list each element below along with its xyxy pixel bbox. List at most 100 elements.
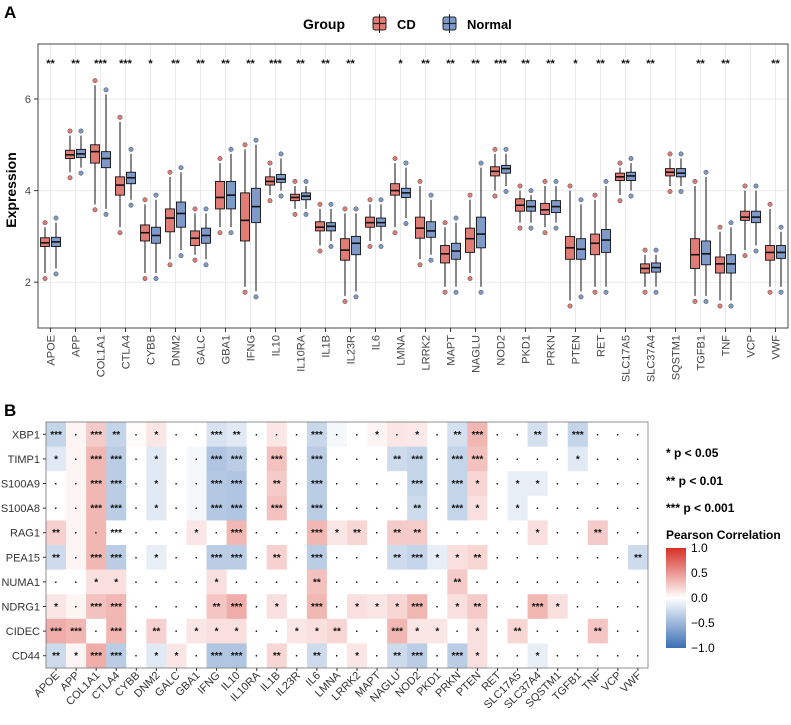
heatmap-cell <box>527 446 548 472</box>
heatmap-cell <box>226 422 247 447</box>
cell-significance: *** <box>110 528 122 539</box>
box-normal-naglu <box>476 216 486 249</box>
cell-significance: *** <box>452 479 464 490</box>
cell-significance: · <box>516 553 519 564</box>
outlier-point <box>742 183 748 189</box>
cell-significance: · <box>556 577 559 588</box>
heatmap-cell <box>166 446 187 472</box>
cell-significance: *** <box>311 553 323 564</box>
sig-legend-3: *** p < 0.001 <box>666 501 735 515</box>
cell-significance: · <box>74 479 77 490</box>
significance-label: ** <box>46 58 55 70</box>
cell-significance: * <box>295 627 299 638</box>
cell-significance: · <box>94 528 97 539</box>
cell-significance: ** <box>213 602 221 613</box>
cell-significance: *** <box>90 602 102 613</box>
cell-significance: · <box>135 627 138 638</box>
cell-significance: · <box>395 430 398 441</box>
cell-significance: * <box>174 651 178 662</box>
significance-label: *** <box>94 58 108 70</box>
heatmap-cell <box>166 594 187 620</box>
cell-significance: *** <box>110 553 122 564</box>
heatmap-cell <box>206 471 227 497</box>
heatmap-cell <box>587 422 609 447</box>
cell-significance: · <box>295 528 298 539</box>
cell-significance: · <box>436 454 439 465</box>
heatmap-cell <box>427 446 448 472</box>
heatmap-cell <box>407 618 428 644</box>
heatmap-cell <box>66 643 87 669</box>
heatmap-cell <box>326 569 348 595</box>
heatmap-cell <box>507 545 528 570</box>
heatmap-cell <box>347 520 368 546</box>
x-tick-label: IFNG <box>246 335 258 361</box>
cell-significance: · <box>616 553 619 564</box>
heatmap-cell <box>587 643 609 669</box>
heatmap-cell <box>166 520 187 546</box>
heatmap-cell <box>46 422 67 447</box>
cell-significance: * <box>435 627 439 638</box>
cell-significance: ** <box>233 430 241 441</box>
heatmap-cell <box>447 618 468 644</box>
cell-significance: · <box>195 430 198 441</box>
heatmap-cell <box>286 520 308 546</box>
cell-significance: · <box>375 577 378 588</box>
heatmap-cell <box>487 495 508 521</box>
heatmap-cell <box>126 594 147 620</box>
x-tick-label: CTLA4 <box>121 335 133 369</box>
cell-significance: *** <box>211 553 223 564</box>
heatmap-cell <box>266 471 288 497</box>
outlier-point <box>442 289 448 295</box>
outlier-point <box>317 248 323 254</box>
heatmap-area: *** · *** ** · * · · *** ** · · · *** · · * · * · ** *** · · ** ·… <box>1 421 649 711</box>
row-label: S100A9 <box>1 479 40 491</box>
outlier-point <box>203 262 209 268</box>
outlier-point <box>678 189 684 194</box>
cell-significance: * <box>235 627 239 638</box>
cell-significance: · <box>135 528 138 539</box>
cell-significance: *** <box>311 479 323 490</box>
cell-significance: ** <box>474 553 482 564</box>
cell-significance: ** <box>273 651 281 662</box>
cell-significance: *** <box>411 454 423 465</box>
cell-significance: · <box>215 528 218 539</box>
heatmap-cell <box>547 569 569 595</box>
heatmap-cell <box>507 471 528 497</box>
row-label: TIMP1 <box>8 454 40 466</box>
outlier-point <box>667 151 673 157</box>
outlier-point <box>292 178 298 184</box>
heatmap-cell <box>447 422 468 447</box>
cell-significance: · <box>596 553 599 564</box>
cell-significance: · <box>175 602 178 613</box>
heatmap-cell <box>66 495 87 521</box>
cell-significance: *** <box>231 553 243 564</box>
cell-significance: · <box>275 577 278 588</box>
outlier-point <box>528 225 534 231</box>
heatmap-cell <box>186 643 207 669</box>
cell-significance: · <box>255 504 258 515</box>
outlier-point <box>78 128 84 134</box>
outlier-point <box>353 294 359 300</box>
cell-significance: · <box>295 430 298 441</box>
cell-significance: · <box>616 528 619 539</box>
heatmap-cell <box>527 495 548 521</box>
heatmap-cell <box>607 446 629 472</box>
y-tick-label: 2 <box>25 277 31 289</box>
heatmap-cell <box>86 446 107 472</box>
outlier-point <box>703 169 709 175</box>
cell-significance: · <box>175 504 178 515</box>
heatmap-cell <box>427 471 448 497</box>
heatmap-cell <box>527 545 548 570</box>
outlier-point <box>578 294 584 300</box>
heatmap-cell <box>226 569 247 595</box>
outlier-point <box>417 178 423 184</box>
heatmap-cell <box>206 545 227 570</box>
heatmap-cell <box>407 643 428 669</box>
heatmap-cell <box>567 471 589 497</box>
cell-significance: · <box>295 577 298 588</box>
cell-significance: · <box>636 479 639 490</box>
outlier-point <box>617 198 623 204</box>
significance-label: ** <box>346 58 355 70</box>
significance-label: ** <box>621 58 630 70</box>
cell-significance: ** <box>413 528 421 539</box>
